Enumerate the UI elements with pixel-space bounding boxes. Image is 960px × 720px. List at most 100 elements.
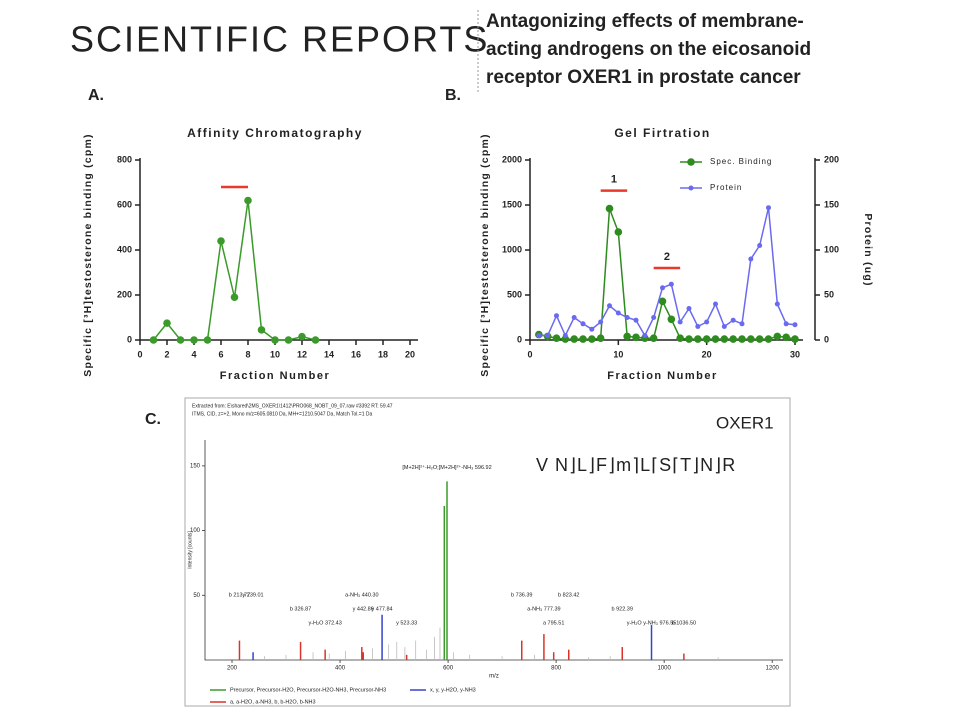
info-line: ITMS, CID, z=+2, Mono m/z=605.0810 Da, M… <box>192 411 373 417</box>
data-point <box>570 335 578 343</box>
data-point <box>667 315 676 324</box>
info-line: Extracted from: E\shared\2MS_OXER1\1412\… <box>192 403 393 409</box>
x-tick-label: 2 <box>164 349 169 359</box>
x-tick-label: 10 <box>270 349 280 359</box>
y-axis-label: Specific [³H]testosterone binding (cpm) <box>479 133 491 376</box>
y-tick-label: 0 <box>517 334 522 344</box>
data-point <box>203 336 212 344</box>
peak-label: b 1036.50 <box>672 620 696 626</box>
chart-title: Affinity Chromatography <box>187 126 363 140</box>
x-axis-label: Fraction Number <box>220 370 331 382</box>
y-axis-label: Intensity [counts] <box>187 531 193 569</box>
data-point <box>738 335 746 343</box>
data-point <box>720 335 729 343</box>
data-point <box>545 333 551 338</box>
highlight-label: 1 <box>611 174 617 186</box>
peak-label: y 239.01 <box>243 592 264 598</box>
peak-label: b 736.39 <box>511 592 532 598</box>
data-point <box>633 317 639 323</box>
data-point <box>561 335 570 343</box>
data-point <box>686 306 692 311</box>
x-tick-label: 10 <box>613 349 623 359</box>
data-point <box>711 335 720 343</box>
legend-label: Protein <box>710 183 742 192</box>
x-tick-label: 1000 <box>657 666 671 672</box>
data-point <box>782 333 790 342</box>
data-point <box>713 301 718 307</box>
panel-label: B. <box>445 87 461 104</box>
data-point <box>721 324 727 329</box>
data-point <box>176 336 185 344</box>
y2-axis-label: Protein (ug) <box>862 213 874 286</box>
data-point <box>649 334 658 343</box>
data-point <box>588 335 596 343</box>
legend-marker <box>687 158 695 166</box>
y-tick-label: 2000 <box>502 154 522 164</box>
data-point <box>748 256 754 262</box>
data-point <box>163 319 171 327</box>
peak-label: [M+2H]²⁺-H₂O;[M+2H]²⁺-NH₃ 596.92 <box>402 464 491 471</box>
data-point <box>579 335 587 343</box>
x-tick-label: 0 <box>137 349 142 359</box>
data-point <box>747 335 755 343</box>
peptide-name: OXER1 <box>716 413 774 432</box>
peak-label: y-H₂O y-NH₃ 976.55 <box>627 620 677 626</box>
legend-marker <box>688 185 694 191</box>
x-tick-label: 0 <box>527 349 532 359</box>
y-tick-label: 1500 <box>502 199 522 209</box>
axis-line <box>139 158 418 341</box>
y-tick-label: 1000 <box>502 244 522 254</box>
data-point <box>284 336 293 344</box>
x-tick-label: 20 <box>702 349 712 359</box>
data-point <box>311 336 320 344</box>
spectrum-frame <box>184 397 791 707</box>
x-tick-label: 18 <box>378 349 388 359</box>
data-point <box>596 334 605 343</box>
journal-name: SCIENTIFIC REPORTS <box>70 19 489 60</box>
y-tick-label: 0 <box>127 334 132 344</box>
data-point <box>230 293 239 302</box>
legend-label: Spec. Binding <box>710 157 772 166</box>
title-line: Antagonizing effects of membrane- <box>486 11 804 32</box>
x-tick-label: 20 <box>405 349 415 359</box>
data-point <box>615 310 621 316</box>
data-point <box>739 321 745 327</box>
y2-tick-label: 150 <box>824 199 839 209</box>
y2-tick-label: 200 <box>824 154 839 164</box>
data-point <box>257 326 266 334</box>
data-point <box>642 333 648 338</box>
axis-line <box>529 158 803 341</box>
data-point <box>244 196 252 205</box>
panel-label: C. <box>145 411 161 428</box>
data-point <box>695 324 701 329</box>
peak-label: a-NH₃ 440.30 <box>345 592 378 598</box>
x-axis-label: Fraction Number <box>607 370 718 382</box>
y-axis-label: Specific [³H]testosterone binding (cpm) <box>82 133 94 376</box>
data-point <box>757 243 763 248</box>
data-point <box>614 228 623 236</box>
highlight-label: 2 <box>664 251 670 263</box>
peak-label: a 795.51 <box>543 620 564 626</box>
y-tick-label: 400 <box>117 244 132 254</box>
peak-label: a-NH₃ 777.39 <box>527 606 560 612</box>
data-point <box>589 326 595 332</box>
title-line: receptor OXER1 in prostate cancer <box>486 67 801 88</box>
data-point <box>730 317 736 323</box>
y-tick-label: 100 <box>190 528 201 534</box>
data-point <box>217 237 225 245</box>
x-tick-label: 16 <box>351 349 361 359</box>
x-tick-label: 800 <box>551 666 562 672</box>
y-tick-label: 200 <box>117 289 132 299</box>
x-tick-label: 14 <box>324 349 334 359</box>
peak-label: y 477.84 <box>372 606 393 612</box>
data-point <box>651 315 657 320</box>
peak-label: b 326.87 <box>290 606 311 612</box>
y2-tick-label: 100 <box>824 244 839 254</box>
axis-line <box>204 440 783 661</box>
data-point <box>729 335 737 343</box>
data-point <box>791 335 799 343</box>
data-point <box>632 333 640 342</box>
y-tick-label: 500 <box>507 289 522 299</box>
data-point <box>766 205 771 211</box>
data-point <box>694 335 702 343</box>
